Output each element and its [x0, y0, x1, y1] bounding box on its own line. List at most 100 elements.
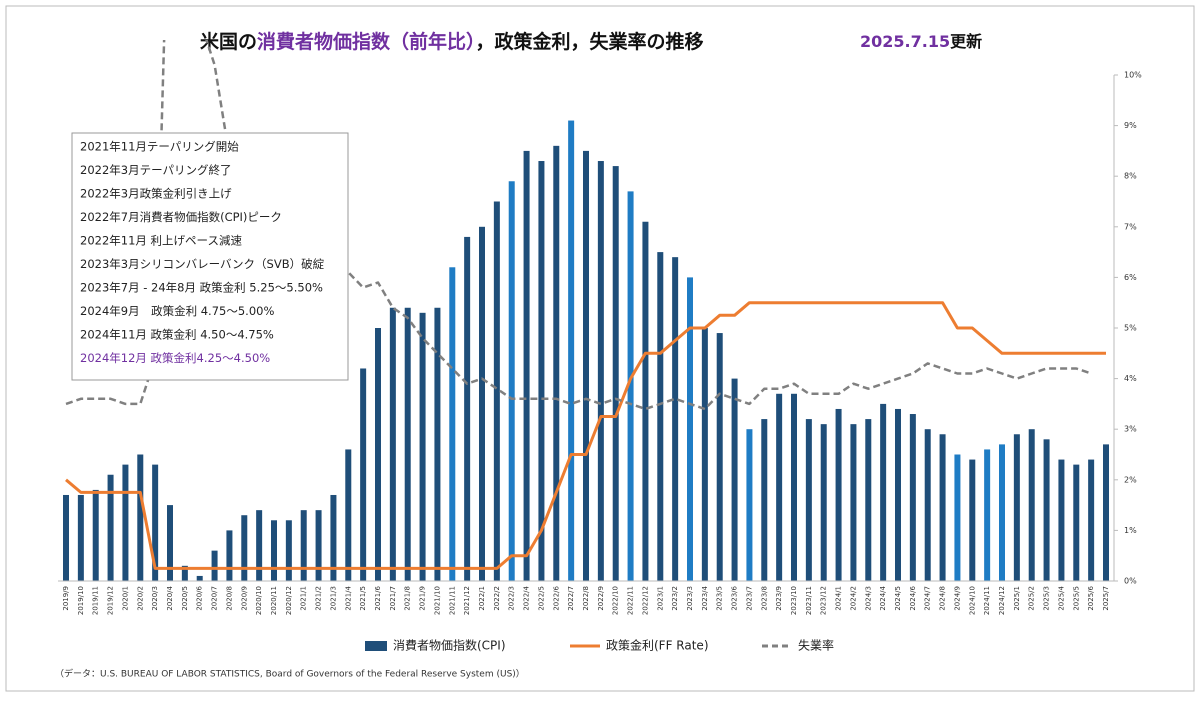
bar: [360, 368, 367, 581]
bar: [746, 429, 753, 581]
x-tick-label: 2019/12: [107, 586, 115, 615]
x-tick-label: 2025/7: [1102, 586, 1110, 611]
x-tick-label: 2022/11: [627, 586, 635, 615]
bar: [761, 419, 768, 581]
x-tick-label: 2024/5: [894, 586, 902, 611]
bar: [107, 474, 114, 581]
annotation: 2023年3月シリコンバレーバンク（SVB）破綻: [80, 257, 325, 271]
x-tick-label: 2021/4: [344, 585, 352, 610]
bar: [419, 312, 426, 581]
chart-title: 米国の消費者物価指数（前年比），政策金利，失業率の推移: [200, 30, 704, 53]
annotation: 2022年3月テーパリング終了: [80, 163, 231, 177]
title-parts: 米国の: [200, 30, 257, 53]
x-tick-label: 2020/6: [196, 585, 204, 610]
y-tick-label: 9%: [1124, 121, 1137, 130]
bar: [315, 510, 322, 581]
bar: [850, 424, 857, 581]
bar: [1043, 439, 1050, 581]
x-tick-label: 2023/4: [701, 585, 709, 610]
x-tick-label: 2021/7: [389, 586, 397, 611]
annotation: 2022年7月消費者物価指数(CPI)ピーク: [80, 210, 282, 224]
bar: [122, 464, 129, 581]
x-tick-label: 2022/10: [612, 586, 620, 615]
bar: [1088, 459, 1095, 581]
annotation: 2023年7月 - 24年8月 政策金利 5.25～5.50%: [80, 281, 323, 295]
x-tick-label: 2023/12: [820, 586, 828, 615]
bar: [597, 161, 604, 581]
bar: [553, 145, 560, 581]
bar: [300, 510, 307, 581]
x-tick-label: 2020/10: [255, 586, 263, 615]
x-tick-label: 2020/5: [181, 586, 189, 611]
bar: [1013, 434, 1020, 581]
bar: [479, 226, 485, 582]
x-tick-label: 2024/12: [998, 586, 1006, 615]
x-tick-label: 2021/10: [433, 586, 441, 615]
x-tick-label: 2020/11: [270, 586, 278, 615]
bar: [687, 277, 693, 581]
x-tick-label: 2022/4: [523, 585, 531, 610]
x-tick-label: 2021/1: [300, 586, 308, 611]
source: （データ：U.S. BUREAU OF LABOR STATISTICS, Bo…: [55, 668, 525, 680]
bar: [196, 575, 203, 581]
bar: [493, 201, 500, 581]
bar: [924, 429, 931, 581]
y-tick-label: 1%: [1124, 526, 1137, 535]
x-tick-label: 2022/2: [493, 586, 501, 611]
bar: [538, 161, 545, 581]
x-tick-label: 2023/5: [716, 586, 724, 611]
x-tick-label: 2021/6: [374, 585, 382, 610]
bar: [285, 520, 292, 581]
bar: [1028, 429, 1035, 581]
x-tick-label: 2022/3: [508, 586, 516, 611]
annotation: 2024年11月 政策金利 4.50～4.75%: [80, 328, 274, 342]
y-tick-label: 5%: [1124, 324, 1137, 333]
bar: [241, 515, 248, 581]
x-tick-label: 2020/1: [121, 586, 129, 611]
x-tick-label: 2022/7: [567, 586, 575, 611]
x-tick-label: 2020/8: [225, 586, 233, 611]
y-tick-label: 3%: [1124, 425, 1137, 434]
annotation: 2024年12月 政策金利4.25～4.50%: [80, 351, 270, 365]
x-tick-label: 2025/1: [1013, 586, 1021, 611]
x-tick-label: 2021/5: [359, 586, 367, 611]
bar: [612, 166, 619, 581]
annotation: 2022年11月 利上げペース減速: [80, 234, 242, 248]
date-parts: 更新: [950, 32, 982, 51]
x-tick-label: 2024/2: [849, 586, 857, 611]
annotation: 2024年9月 政策金利 4.75～5.00%: [80, 304, 274, 318]
update-date: 2025.7.15更新: [860, 32, 982, 51]
bar: [211, 550, 218, 581]
x-tick-label: 2023/6: [731, 585, 739, 610]
bar: [375, 328, 381, 581]
bar: [954, 454, 961, 581]
x-tick-label: 2023/7: [745, 586, 753, 611]
bar: [835, 408, 842, 581]
bar: [449, 267, 456, 581]
x-tick-label: 2020/3: [151, 586, 159, 611]
x-tick-label: 2019/10: [77, 586, 85, 615]
y-tick-label: 6%: [1124, 273, 1137, 282]
bar: [77, 494, 84, 581]
bar: [701, 328, 708, 581]
x-tick-label: 2025/3: [1043, 586, 1051, 611]
bar: [895, 408, 901, 581]
bar: [805, 419, 812, 581]
bar: [404, 307, 411, 581]
annotation: 2021年11月テーパリング開始: [80, 140, 239, 154]
x-tick-label: 2023/8: [760, 586, 768, 611]
x-tick-label: 2022/9: [597, 586, 605, 611]
bar: [999, 444, 1005, 581]
x-tick-label: 2022/12: [641, 586, 649, 615]
bar: [181, 565, 188, 581]
x-tick-label: 2025/5: [1072, 586, 1080, 611]
bar: [776, 393, 783, 581]
bar: [716, 333, 723, 581]
bar: [345, 449, 352, 581]
bar: [508, 181, 515, 581]
legend-label: 消費者物価指数(CPI): [393, 638, 506, 653]
x-tick-label: 2024/3: [864, 586, 872, 611]
date-parts: 2025.7.15: [860, 32, 950, 51]
x-tick-label: 2021/11: [448, 586, 456, 615]
